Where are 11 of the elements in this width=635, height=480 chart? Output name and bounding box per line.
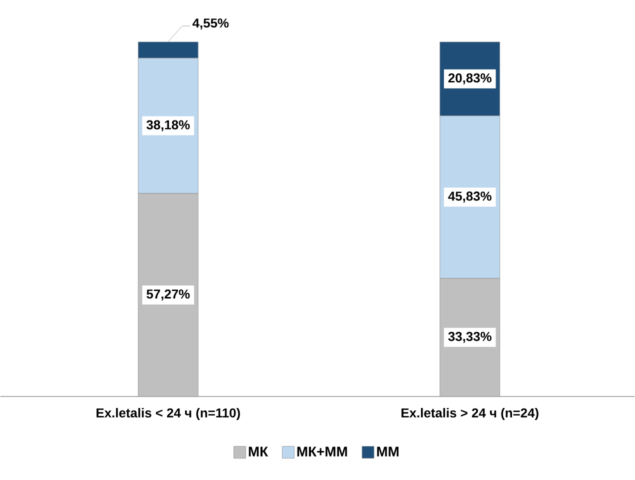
legend-label: МК+ММ: [297, 446, 347, 456]
data-label: 20,83%: [448, 73, 492, 84]
legend-label: МК: [248, 446, 268, 456]
legend-label: ММ: [377, 446, 398, 456]
data-label: 38,18%: [146, 120, 190, 132]
x-tick-label: Ex.letalis > 24 ч (n=24): [402, 408, 538, 420]
data-label: 33,33%: [448, 332, 492, 343]
data-label: 4,55%: [192, 18, 229, 30]
data-label: 57,27%: [146, 289, 190, 300]
data-label: 45,83%: [448, 191, 492, 202]
x-tick-label: Ex.letalis < 24 ч (n=110): [96, 408, 240, 420]
